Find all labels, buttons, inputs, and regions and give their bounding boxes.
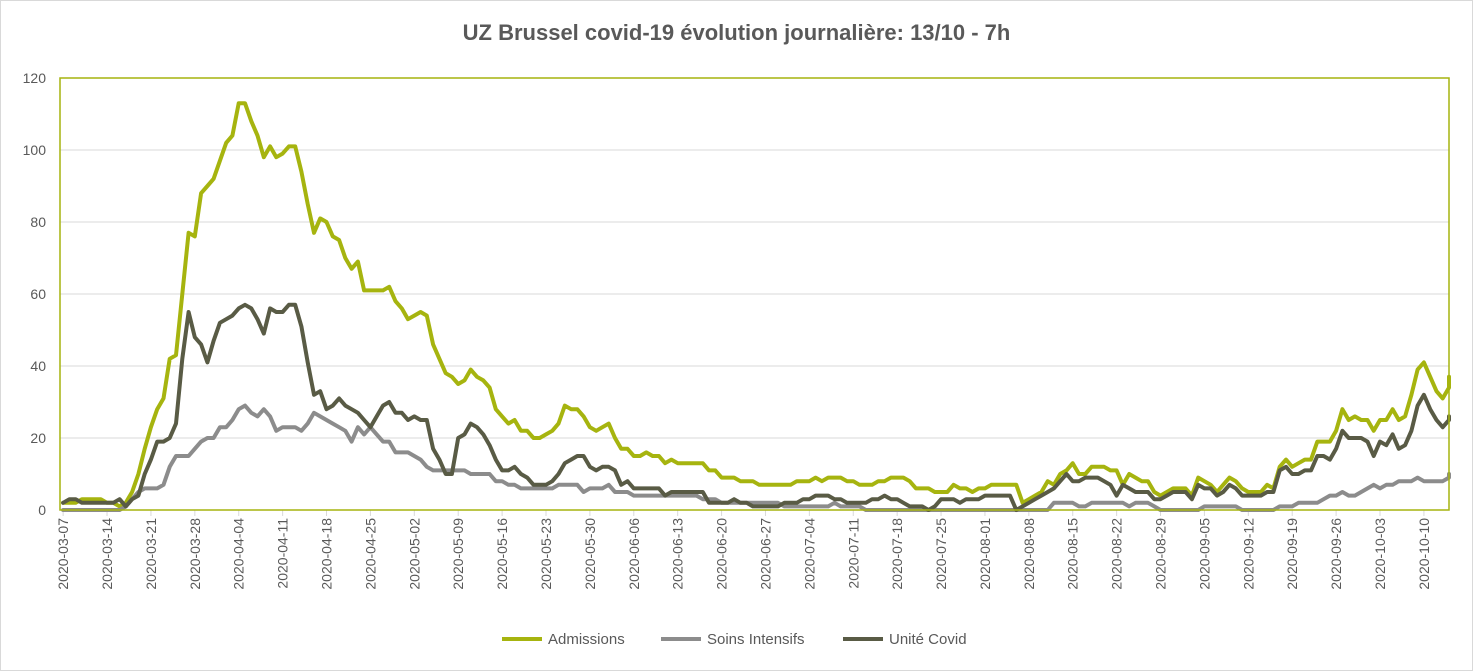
y-tick-label: 0 [38, 502, 46, 518]
x-tick-label: 2020-08-29 [1153, 518, 1169, 590]
x-tick-label: 2020-09-26 [1328, 518, 1344, 590]
y-tick-label: 80 [30, 214, 46, 230]
legend-item: Soins Intensifs [661, 631, 805, 648]
series-lines [61, 101, 1451, 512]
y-tick-label: 60 [30, 286, 46, 302]
x-tick-label: 2020-09-12 [1240, 518, 1256, 590]
x-tick-label: 2020-05-30 [582, 518, 598, 590]
x-tick-label: 2020-06-27 [757, 518, 773, 590]
x-tick-label: 2020-04-04 [231, 518, 247, 590]
x-tick-label: 2020-05-09 [450, 518, 466, 590]
x-tick-label: 2020-06-20 [714, 518, 730, 590]
x-tick-label: 2020-04-25 [362, 518, 378, 590]
x-tick-label: 2020-05-02 [406, 518, 422, 590]
x-tick-label: 2020-08-22 [1109, 518, 1125, 590]
x-tick-label: 2020-08-01 [977, 518, 993, 590]
x-tick-label: 2020-09-19 [1284, 518, 1300, 590]
x-tick-label: 2020-06-13 [670, 518, 686, 590]
x-tick-label: 2020-03-21 [143, 518, 159, 590]
y-axis-ticks: 0 20 40 60 80 100 120 [23, 70, 47, 518]
x-tick-label: 2020-03-07 [55, 518, 71, 590]
x-axis-ticks: 2020-03-07 2020-03-14 2020-03-21 2020-03-28… [55, 510, 1432, 590]
legend-item: Unité Covid [843, 631, 967, 648]
legend-label: Unité Covid [889, 631, 967, 648]
x-tick-label: 2020-04-18 [319, 518, 335, 590]
legend-label: Admissions [548, 631, 625, 648]
series-line-unit-covid [61, 302, 1451, 512]
y-tick-label: 120 [23, 70, 47, 86]
x-tick-label: 2020-07-04 [801, 518, 817, 590]
series-line-admissions [61, 101, 1451, 509]
x-tick-label: 2020-07-25 [933, 518, 949, 590]
series-line-soins-intensifs [61, 403, 1451, 512]
plot-area-border [59, 77, 1450, 511]
x-tick-label: 2020-05-16 [494, 518, 510, 590]
legend: Admissions Soins Intensifs Unité Covid [502, 631, 967, 648]
y-tick-label: 20 [30, 430, 46, 446]
x-tick-label: 2020-03-28 [187, 518, 203, 590]
x-tick-label: 2020-05-23 [538, 518, 554, 590]
x-tick-label: 2020-08-08 [1021, 518, 1037, 590]
x-tick-label: 2020-07-11 [845, 518, 861, 589]
x-tick-label: 2020-04-11 [275, 518, 291, 589]
y-tick-label: 40 [30, 358, 46, 374]
legend-item: Admissions [502, 631, 625, 648]
x-tick-label: 2020-08-15 [1065, 518, 1081, 590]
x-tick-label: 2020-10-03 [1372, 518, 1388, 590]
x-tick-label: 2020-03-14 [99, 518, 115, 590]
x-tick-label: 2020-09-05 [1196, 518, 1212, 590]
grid-lines [60, 149, 1449, 439]
x-tick-label: 2020-07-18 [889, 518, 905, 590]
x-tick-label: 2020-06-06 [626, 518, 642, 590]
x-tick-label: 2020-10-10 [1416, 518, 1432, 590]
y-tick-label: 100 [23, 142, 47, 158]
legend-label: Soins Intensifs [707, 631, 805, 648]
chart-title: UZ Brussel covid-19 évolution journalièr… [462, 20, 1011, 45]
